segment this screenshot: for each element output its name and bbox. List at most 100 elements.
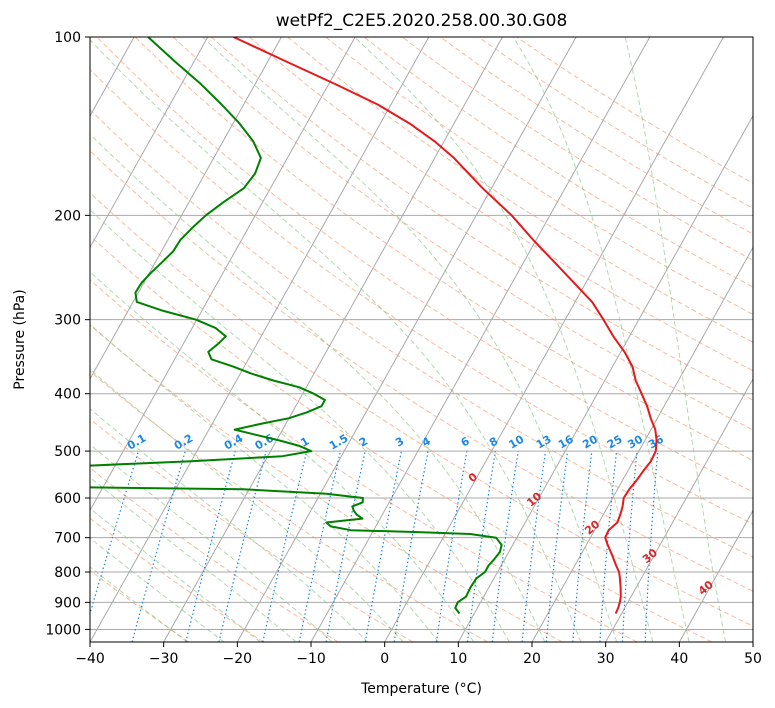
- dry-adiabat: [90, 150, 753, 592]
- y-tick-label: 900: [54, 595, 81, 611]
- isotherm: [90, 37, 356, 512]
- mixing-ratio-line: [599, 451, 618, 642]
- x-axis-label: Temperature (°C): [360, 681, 482, 697]
- isotherm: [163, 37, 503, 642]
- plot-frame: [89, 36, 754, 643]
- moist-adiabat: [90, 476, 297, 642]
- mixing-ratio-label: 0.1: [125, 432, 148, 453]
- x-tick-label: 0: [380, 651, 389, 667]
- dry-adiabat: [90, 279, 638, 642]
- isotherm: [310, 37, 651, 642]
- mixing-ratio-line: [435, 450, 468, 642]
- moist-adiabat: [90, 537, 225, 642]
- moist-adiabats: [90, 37, 727, 642]
- isotherms: [0, 37, 753, 642]
- plot-area: 0.10.20.40.611.52346810131620253036-100-…: [0, 37, 753, 642]
- isotherm: [384, 37, 724, 642]
- isotherm: [457, 114, 753, 642]
- chart-title: wetPf2_C2E5.2020.258.00.30.G08: [276, 11, 568, 31]
- isotherm: [531, 246, 753, 642]
- dry-adiabat: [90, 109, 753, 558]
- moist-adiabat: [90, 209, 510, 642]
- mixing-ratio-label: 2: [357, 435, 370, 450]
- dewpoint-profile: [90, 37, 503, 615]
- moist-adiabat: [512, 37, 690, 642]
- mixing-ratio-lines: [90, 450, 659, 642]
- mixing-ratio-line: [298, 450, 342, 642]
- mixing-ratio-line: [572, 451, 593, 642]
- moist-adiabat: [90, 368, 404, 642]
- dry-adiabat: [440, 37, 753, 235]
- moist-adiabat: [354, 37, 654, 642]
- y-tick-label: 300: [54, 313, 81, 329]
- mixing-ratio-line: [393, 450, 429, 642]
- mixing-ratio-line: [185, 450, 236, 642]
- isotherm: [90, 37, 282, 380]
- x-tick-label: 50: [744, 651, 762, 667]
- isotherm: [90, 37, 430, 642]
- y-tick-label: 400: [54, 387, 81, 403]
- dry-adiabat: [401, 37, 753, 261]
- dry-adiabat: [90, 68, 753, 525]
- dry-adiabat: [90, 418, 414, 642]
- moist-adiabat: [90, 39, 582, 642]
- isotherm: [752, 640, 753, 642]
- moist-adiabat: [90, 408, 369, 642]
- mixing-ratio-label: 10: [507, 432, 527, 451]
- y-tick-label: 600: [54, 491, 81, 507]
- mixing-ratio-line: [621, 451, 638, 642]
- x-axis-ticks: −40 −30 −20 −10 0 10 20 30 40 50: [75, 642, 762, 667]
- dry-adiabat: [90, 370, 488, 642]
- x-tick-label: 10: [449, 651, 467, 667]
- moist-adiabat: [90, 323, 439, 642]
- mixing-ratio-label: 8: [487, 435, 500, 450]
- dry-adiabats: [90, 37, 753, 642]
- y-tick-label: 500: [54, 444, 81, 460]
- dry-adiabat-label: -80: [13, 214, 36, 237]
- moist-adiabat: [624, 37, 727, 642]
- temperature-profile: [233, 37, 658, 614]
- mixing-ratio-line: [325, 450, 366, 642]
- x-tick-label: 30: [597, 651, 615, 667]
- mixing-ratio-label: 13: [534, 433, 554, 452]
- mixing-ratio-label: 3: [393, 435, 406, 450]
- x-tick-label: −40: [75, 651, 105, 667]
- mixing-ratio-line: [218, 450, 267, 642]
- x-tick-label: −30: [149, 651, 179, 667]
- moist-adiabat: [202, 37, 618, 642]
- mixing-ratio-line: [545, 451, 569, 642]
- dry-adiabat: [249, 37, 753, 372]
- mixing-ratio-line: [90, 450, 139, 616]
- mixing-ratio-label: 20: [580, 432, 600, 451]
- dry-adiabat: [516, 37, 753, 184]
- y-tick-label: 800: [54, 565, 81, 581]
- y-tick-label: 100: [54, 30, 81, 46]
- moist-adiabat-label: 0: [466, 470, 480, 485]
- mixing-ratio-line: [131, 450, 186, 642]
- dry-adiabat: [172, 37, 753, 431]
- y-tick-label: 1000: [45, 622, 81, 638]
- x-tick-label: −10: [296, 651, 326, 667]
- dry-adiabat: [325, 37, 753, 316]
- mixing-ratio-label: 0.2: [172, 432, 195, 453]
- x-tick-label: 40: [670, 651, 688, 667]
- dry-adiabat: [90, 467, 339, 642]
- mixing-ratio-label: 30: [625, 432, 645, 451]
- mixing-ratio-label: 25: [605, 433, 625, 452]
- mixing-ratio-line: [364, 450, 402, 642]
- mixing-ratio-label: 6: [459, 434, 472, 449]
- moist-adiabat: [90, 271, 475, 642]
- isotherm: [0, 37, 60, 642]
- moist-adiabat: [90, 133, 546, 642]
- mixing-ratio-line: [491, 451, 519, 642]
- dry-adiabat: [90, 517, 264, 642]
- y-tick-label: 700: [54, 531, 81, 547]
- isotherm: [236, 37, 577, 642]
- dry-adiabat: [478, 37, 753, 210]
- x-tick-label: 20: [523, 651, 541, 667]
- sounding-profiles: [90, 37, 658, 615]
- mixing-ratio-line: [521, 451, 547, 642]
- isotherm: [678, 509, 753, 642]
- moist-adiabat: [90, 566, 188, 642]
